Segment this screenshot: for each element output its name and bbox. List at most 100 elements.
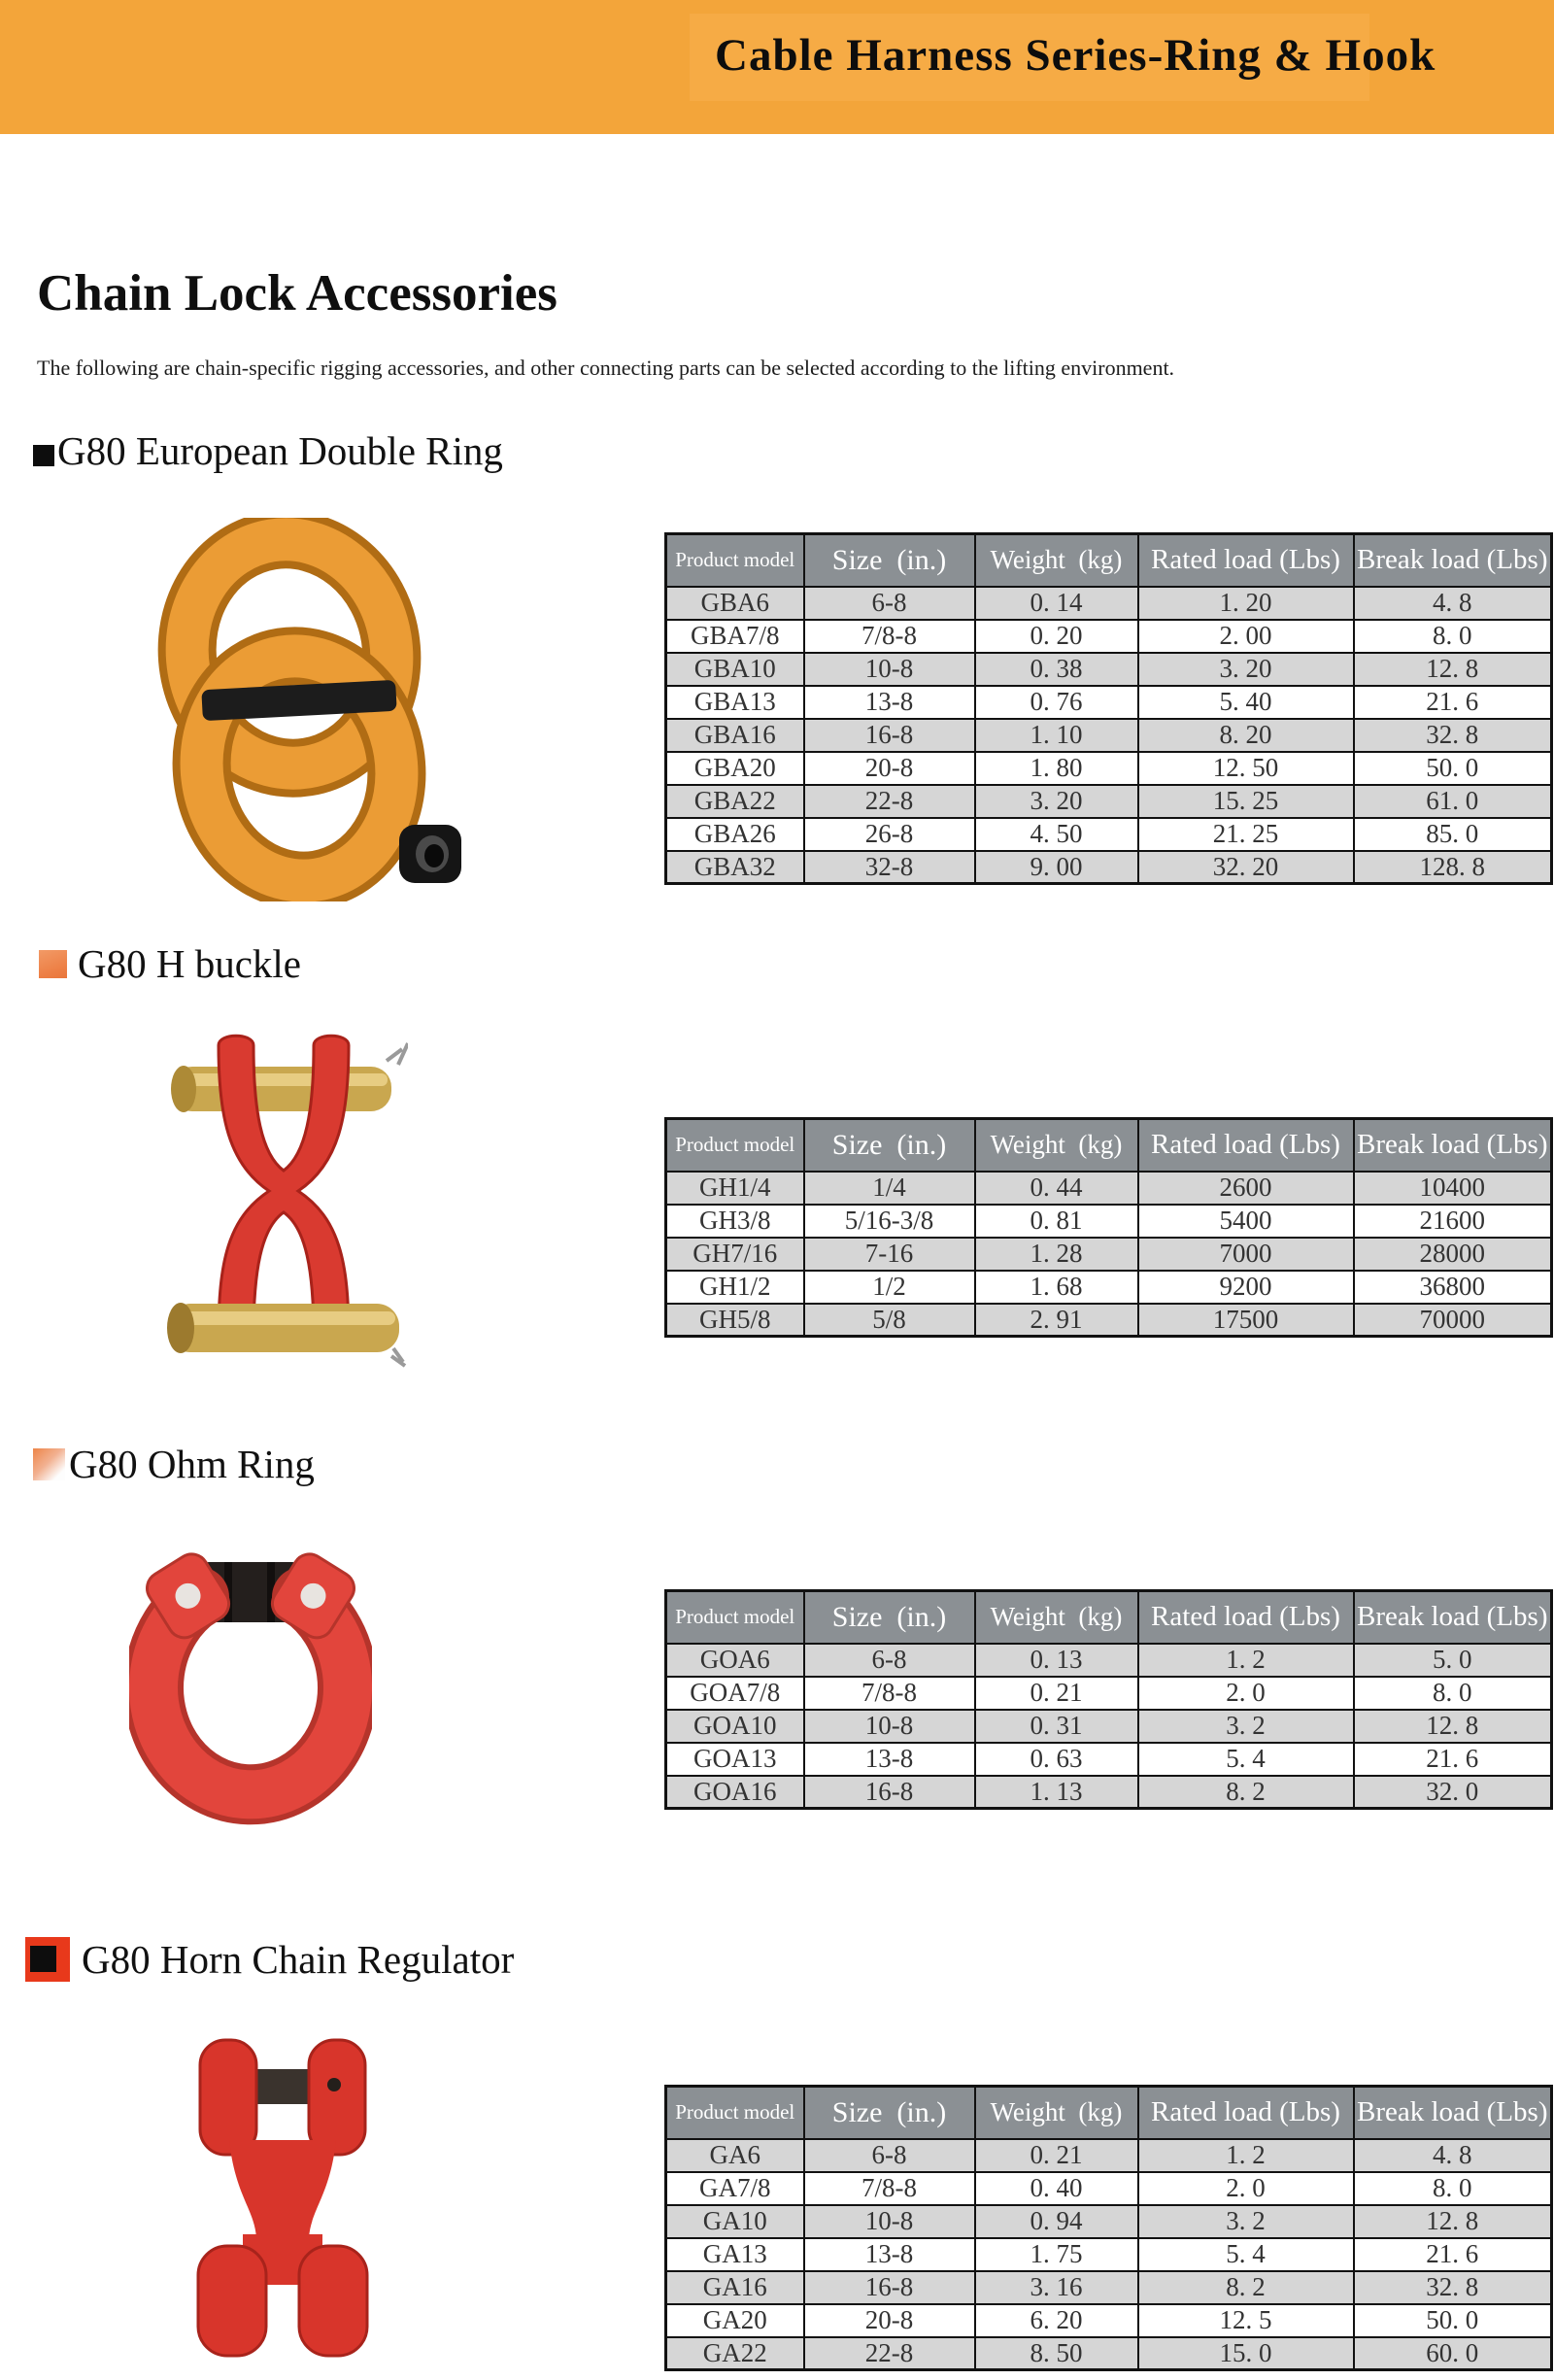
table-cell: 128. 8 xyxy=(1352,849,1553,885)
table-row: GBA20 20-8 1. 80 12. 50 50. 0 xyxy=(664,750,1553,786)
table-cell: 32. 8 xyxy=(1352,717,1553,753)
table-cell: 6. 20 xyxy=(973,2302,1139,2338)
table-cell: 1. 68 xyxy=(973,1269,1139,1305)
table-cell: GBA7/8 xyxy=(664,618,805,654)
table-cell: 85. 0 xyxy=(1352,816,1553,852)
table-cell: 7/8-8 xyxy=(802,1675,976,1711)
table-cell: 0. 13 xyxy=(973,1642,1139,1678)
table-cell: 3. 20 xyxy=(973,783,1139,819)
col-header-break-load: Break load (Lbs) xyxy=(1352,532,1553,588)
product-image-horn-chain-regulator xyxy=(196,2038,369,2358)
table-cell: 7/8-8 xyxy=(802,618,976,654)
banner-highlight xyxy=(690,14,1369,101)
table-cell: 1. 20 xyxy=(1136,585,1355,621)
section-heading-label: G80 European Double Ring xyxy=(57,428,503,473)
table-cell: GBA10 xyxy=(664,651,805,687)
col-header-size: Size (in.) xyxy=(802,2085,976,2140)
orange-square-bullet-icon xyxy=(39,949,67,978)
table-cell: 10-8 xyxy=(802,651,976,687)
table-cell: 26-8 xyxy=(802,816,976,852)
table-cell: GBA22 xyxy=(664,783,805,819)
table-cell: 5/8 xyxy=(802,1302,976,1338)
table-cell: 1. 75 xyxy=(973,2236,1139,2272)
spec-table-horn-chain-regulator: Product model Size (in.) Weight (kg) Rat… xyxy=(664,2085,1553,2371)
table-row: GOA13 13-8 0. 63 5. 4 21. 6 xyxy=(664,1741,1553,1777)
table-cell: 0. 14 xyxy=(973,585,1139,621)
page-subtitle: The following are chain-specific rigging… xyxy=(37,356,1175,380)
table-cell: 20-8 xyxy=(802,2302,976,2338)
col-header-weight: Weight (kg) xyxy=(973,1589,1139,1645)
table-header-row: Product model Size (in.) Weight (kg) Rat… xyxy=(664,1117,1553,1173)
table-cell: GA7/8 xyxy=(664,2170,805,2206)
table-cell: 21600 xyxy=(1352,1203,1553,1239)
table-cell: 1. 13 xyxy=(973,1774,1139,1810)
table-cell: 21. 6 xyxy=(1352,684,1553,720)
table-cell: 16-8 xyxy=(802,2269,976,2305)
table-cell: 5. 40 xyxy=(1136,684,1355,720)
section-heading-label: G80 Horn Chain Regulator xyxy=(82,1937,515,1982)
col-header-break-load: Break load (Lbs) xyxy=(1352,1117,1553,1173)
table-cell: GA16 xyxy=(664,2269,805,2305)
table-cell: 8. 0 xyxy=(1352,618,1553,654)
table-cell: GBA16 xyxy=(664,717,805,753)
table-cell: 5. 4 xyxy=(1136,2236,1355,2272)
table-cell: 1. 10 xyxy=(973,717,1139,753)
table-cell: 12. 5 xyxy=(1136,2302,1355,2338)
table-cell: GA6 xyxy=(664,2137,805,2173)
section-heading-label: G80 Ohm Ring xyxy=(69,1442,315,1486)
table-cell: 1. 28 xyxy=(973,1236,1139,1272)
table-cell: 0. 81 xyxy=(973,1203,1139,1239)
table-header-row: Product model Size (in.) Weight (kg) Rat… xyxy=(664,2085,1553,2140)
table-row: GBA7/8 7/8-8 0. 20 2. 00 8. 0 xyxy=(664,618,1553,654)
table-row: GH1/2 1/2 1. 68 9200 36800 xyxy=(664,1269,1553,1305)
red-black-square-bullet-icon xyxy=(25,1937,70,1982)
table-cell: 12. 8 xyxy=(1352,651,1553,687)
table-cell: 36800 xyxy=(1352,1269,1553,1305)
table-cell: 16-8 xyxy=(802,717,976,753)
table-header-row: Product model Size (in.) Weight (kg) Rat… xyxy=(664,532,1553,588)
section-heading-h-buckle: G80 H buckle xyxy=(39,940,301,987)
col-header-weight: Weight (kg) xyxy=(973,532,1139,588)
table-row: GBA32 32-8 9. 00 32. 20 128. 8 xyxy=(664,849,1553,885)
product-image-ohm-ring xyxy=(129,1552,372,1825)
table-cell: 5400 xyxy=(1136,1203,1355,1239)
table-cell: 7-16 xyxy=(802,1236,976,1272)
col-header-product-model: Product model xyxy=(664,1117,805,1173)
table-cell: 50. 0 xyxy=(1352,750,1553,786)
table-cell: 15. 25 xyxy=(1136,783,1355,819)
table-cell: 60. 0 xyxy=(1352,2335,1553,2371)
table-cell: 3. 16 xyxy=(973,2269,1139,2305)
col-header-rated-load: Rated load (Lbs) xyxy=(1136,1589,1355,1645)
table-cell: 5/16-3/8 xyxy=(802,1203,976,1239)
table-cell: 6-8 xyxy=(802,1642,976,1678)
table-cell: 0. 21 xyxy=(973,2137,1139,2173)
table-row: GA16 16-8 3. 16 8. 2 32. 8 xyxy=(664,2269,1553,2305)
table-cell: GOA6 xyxy=(664,1642,805,1678)
table-row: GH7/16 7-16 1. 28 7000 28000 xyxy=(664,1236,1553,1272)
table-cell: 9. 00 xyxy=(973,849,1139,885)
table-cell: 3. 2 xyxy=(1136,2203,1355,2239)
banner-title: Cable Harness Series-Ring & Hook xyxy=(715,30,1436,81)
product-image-h-buckle xyxy=(167,1034,408,1368)
table-cell: 12. 8 xyxy=(1352,2203,1553,2239)
table-cell: 1. 80 xyxy=(973,750,1139,786)
table-cell: 21. 6 xyxy=(1352,1741,1553,1777)
table-cell: GA20 xyxy=(664,2302,805,2338)
col-header-weight: Weight (kg) xyxy=(973,1117,1139,1173)
table-cell: 8. 50 xyxy=(973,2335,1139,2371)
table-cell: 22-8 xyxy=(802,2335,976,2371)
table-cell: 10-8 xyxy=(802,2203,976,2239)
table-cell: 8. 2 xyxy=(1136,1774,1355,1810)
table-row: GA20 20-8 6. 20 12. 5 50. 0 xyxy=(664,2302,1553,2338)
table-row: GBA13 13-8 0. 76 5. 40 21. 6 xyxy=(664,684,1553,720)
table-row: GH3/8 5/16-3/8 0. 81 5400 21600 xyxy=(664,1203,1553,1239)
table-cell: 1. 2 xyxy=(1136,1642,1355,1678)
table-row: GBA22 22-8 3. 20 15. 25 61. 0 xyxy=(664,783,1553,819)
table-cell: GOA16 xyxy=(664,1774,805,1810)
spec-table-ohm-ring: Product model Size (in.) Weight (kg) Rat… xyxy=(664,1589,1553,1810)
table-row: GH1/4 1/4 0. 44 2600 10400 xyxy=(664,1170,1553,1206)
table-cell: 8. 0 xyxy=(1352,2170,1553,2206)
table-cell: 2. 0 xyxy=(1136,2170,1355,2206)
table-cell: 21. 25 xyxy=(1136,816,1355,852)
